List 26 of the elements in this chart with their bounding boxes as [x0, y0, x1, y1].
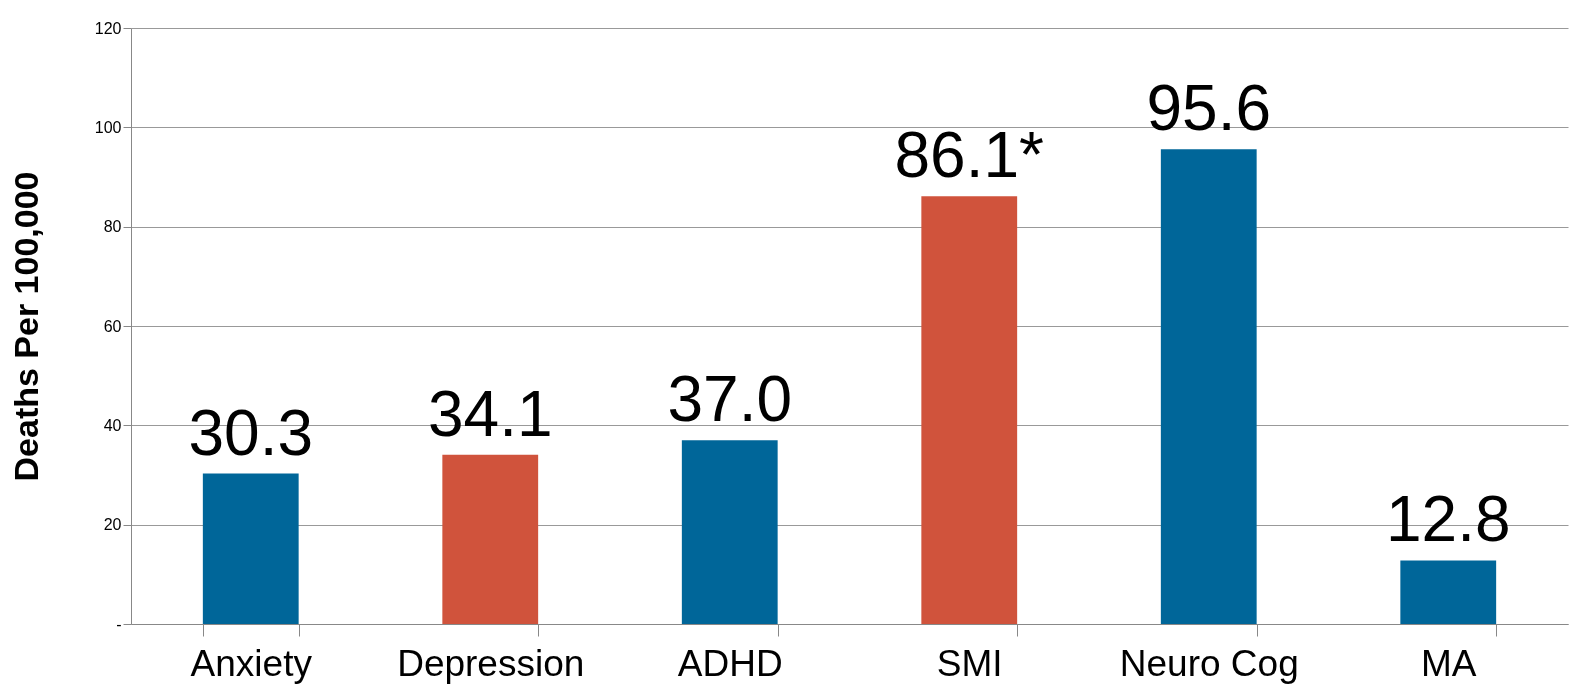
data-label: 86.1*	[894, 119, 1044, 192]
y-tick-label: 80	[103, 218, 122, 236]
x-tick-label: MA	[1421, 642, 1477, 684]
bar	[681, 440, 778, 624]
x-tick-label: SMI	[936, 642, 1003, 684]
bar	[202, 473, 299, 624]
data-label: 30.3	[188, 396, 314, 469]
data-label: 95.6	[1146, 72, 1272, 145]
y-tick-label: -	[116, 615, 122, 633]
bar	[1160, 149, 1257, 624]
data-label: 34.1	[427, 377, 553, 450]
y-tick-label: 100	[94, 118, 122, 136]
y-axis-title: Deaths Per 100,000	[6, 171, 45, 482]
x-tick-label: Neuro Cog	[1119, 642, 1299, 684]
y-tick-label: 60	[103, 317, 122, 335]
y-tick-label: 20	[103, 516, 122, 534]
y-tick-label: 120	[94, 19, 122, 37]
x-tick-label: ADHD	[677, 642, 783, 684]
bar	[1400, 560, 1497, 624]
bar	[442, 454, 539, 624]
y-tick-label: 40	[103, 416, 122, 434]
data-label: 12.8	[1385, 483, 1511, 556]
data-label: 37.0	[667, 363, 793, 436]
x-tick-label: Depression	[397, 642, 585, 684]
x-tick-label: Anxiety	[190, 642, 313, 684]
bar	[921, 196, 1018, 624]
